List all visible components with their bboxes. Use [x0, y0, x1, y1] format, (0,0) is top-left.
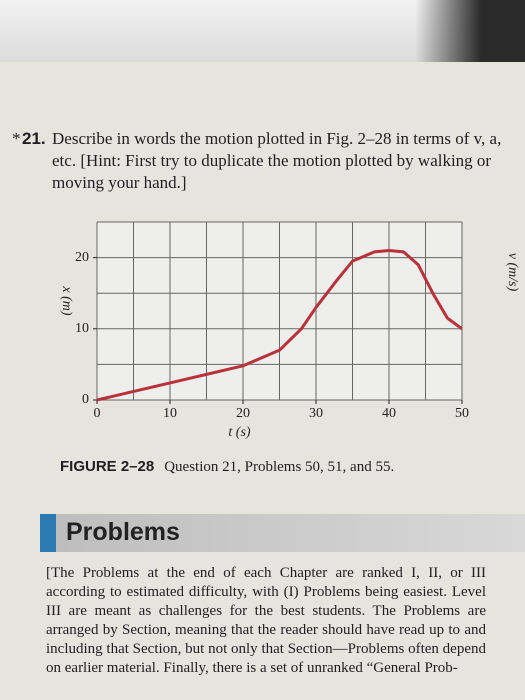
- x-tick-label: 0: [94, 406, 101, 421]
- x-tick-label: 30: [309, 406, 323, 421]
- x-tick-label: 40: [382, 406, 396, 421]
- section-text: [The Problems at the end of each Chapter…: [46, 565, 486, 676]
- x-axis-label: t (s): [228, 425, 251, 440]
- question-text: Describe in words the motion plotted in …: [52, 129, 502, 192]
- x-tick-label: 20: [236, 406, 250, 421]
- x-tick-label: 10: [163, 406, 177, 421]
- question-number: 21.: [22, 129, 46, 148]
- star: *: [12, 129, 21, 148]
- section-title: Problems: [66, 518, 180, 546]
- section-marker: [40, 514, 56, 552]
- shadow: [415, 0, 525, 62]
- section-header: Problems: [40, 514, 525, 552]
- caption-text: Question 21, Problems 50, 51, and 55.: [164, 459, 395, 475]
- question: * 21. Describe in words the motion plott…: [12, 128, 512, 194]
- data-line: [96, 248, 463, 402]
- y-tick-label: 0: [82, 392, 89, 407]
- x-tick-label: 50: [455, 406, 469, 421]
- chart: 0 10 20 30 40 50 0 10 20 t (s) x (m) v (m/s): [59, 221, 520, 440]
- caption: FIGURE 2–28 Question 21, Problems 50, 51,…: [60, 458, 394, 476]
- figure-label: FIGURE 2–28: [60, 458, 155, 475]
- y-tick-label: 10: [75, 321, 89, 336]
- y-axis-label: x (m): [59, 285, 74, 315]
- side-label: v (m/s): [505, 253, 520, 292]
- previous-page: [0, 0, 525, 62]
- y-tick-label: 20: [75, 250, 89, 265]
